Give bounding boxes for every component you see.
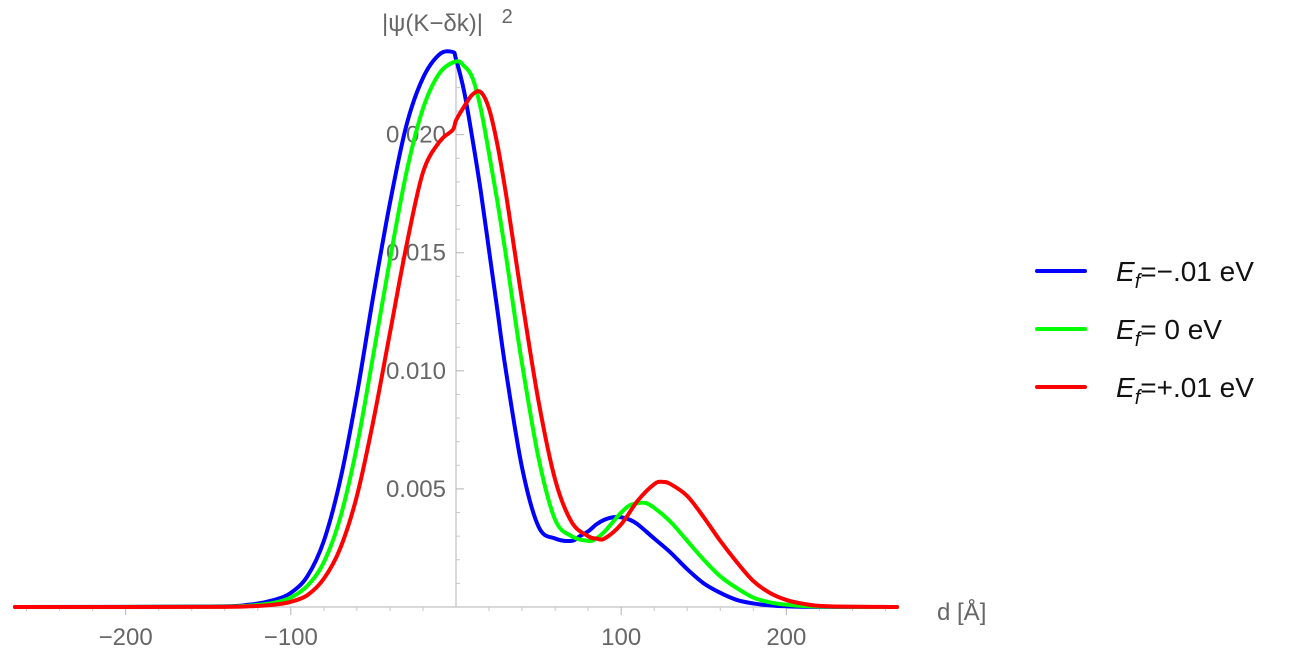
legend-label-subscript: f [1135, 329, 1143, 351]
series-line-3 [13, 89, 899, 609]
legend-label-subscript: f [1135, 387, 1143, 409]
legend-label-rest: = 0 eV [1140, 314, 1222, 345]
x-tick-label: 100 [601, 624, 641, 651]
x-axis-title: d [Å] [937, 598, 986, 626]
legend-label-3: Ef=+.01 eV [1116, 372, 1254, 409]
y-axis-title-superscript: 2 [502, 6, 513, 28]
legend-label-1: Ef=−.01 eV [1116, 256, 1254, 293]
series-layer [13, 49, 899, 609]
legend-label-2: Ef= 0 eV [1116, 314, 1222, 351]
x-minor-ticks [26, 607, 886, 611]
x-tick-label: −100 [264, 624, 318, 651]
y-tick-label: 0.005 [386, 476, 446, 503]
y-axis-title: |ψ(K−δk)| 2 [382, 6, 513, 37]
legend-label-main: E [1116, 372, 1135, 403]
legend-label-rest: =+.01 eV [1140, 372, 1254, 403]
x-tick-label: −200 [99, 624, 153, 651]
x-ticks: −200 −100 100 200 [99, 607, 806, 651]
y-axis-title-main: |ψ(K−δk)| [382, 10, 483, 37]
legend-label-rest: =−.01 eV [1140, 256, 1254, 287]
series-line-2 [13, 59, 899, 609]
legend-label-main: E [1116, 314, 1135, 345]
x-tick-label: 200 [766, 624, 806, 651]
legend-label-main: E [1116, 256, 1135, 287]
y-tick-label: 0.015 [386, 240, 446, 267]
series-line-1 [13, 49, 899, 609]
legend-label-subscript: f [1135, 271, 1143, 293]
y-tick-label: 0.010 [386, 358, 446, 385]
y-minor-ticks [456, 63, 460, 584]
